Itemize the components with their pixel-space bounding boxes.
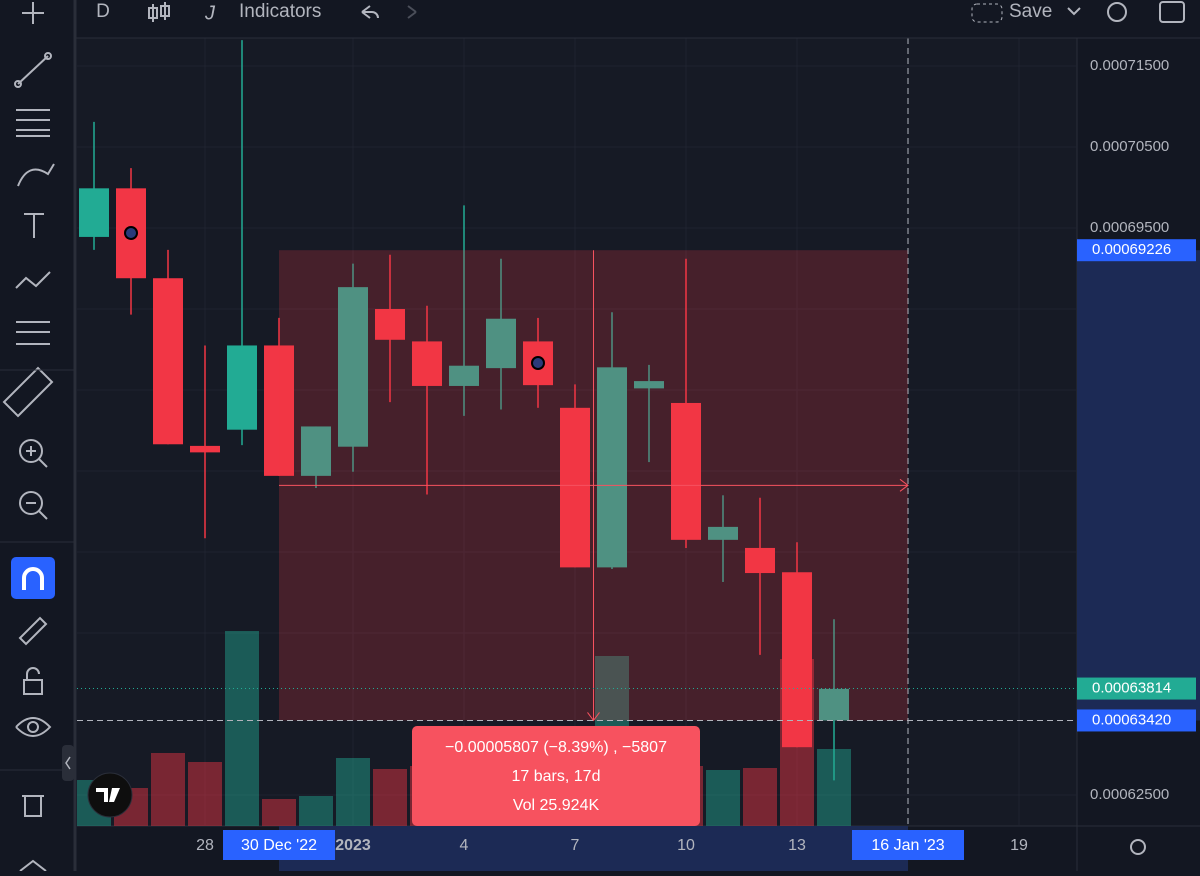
candle-body xyxy=(190,445,220,453)
candle-body xyxy=(486,318,516,369)
y-tick-label: 0.00071500 xyxy=(1090,57,1169,74)
event-marker xyxy=(531,356,545,370)
volume-bar xyxy=(299,796,333,826)
candle-body xyxy=(671,402,701,540)
price-label: 0.00069226 xyxy=(1092,241,1171,258)
measure-tooltip-line: Vol 25.924K xyxy=(513,797,600,814)
x-tick-label: 2023 xyxy=(335,837,371,854)
tool-icons[interactable] xyxy=(2,2,55,817)
candle-body xyxy=(745,547,775,574)
candle-body xyxy=(153,278,183,445)
axis-settings[interactable] xyxy=(1130,839,1146,855)
time-label-bg xyxy=(223,830,335,860)
x-tick-label: 4 xyxy=(460,837,469,854)
snapshot-icon[interactable] xyxy=(1159,1,1185,23)
interval-button[interactable]: D xyxy=(96,1,110,22)
save-button[interactable]: Save xyxy=(1009,1,1052,22)
magnet-icon xyxy=(22,567,44,590)
candle-body xyxy=(782,572,812,748)
candle-body xyxy=(708,526,738,540)
candle-body xyxy=(227,345,257,430)
time-label-bg xyxy=(852,830,964,860)
candle-body xyxy=(634,381,664,389)
undo[interactable] xyxy=(361,5,379,19)
candle-body xyxy=(375,309,405,340)
measure-arrow-head xyxy=(899,478,909,492)
price-label-bg xyxy=(1077,677,1196,700)
volume-bar xyxy=(225,631,259,826)
candle-body xyxy=(338,287,368,447)
collapse-arrow xyxy=(65,756,71,770)
x-tick-label: 30 Dec '22 xyxy=(241,837,317,854)
volume-bar xyxy=(188,762,222,826)
candle-body xyxy=(449,365,479,386)
collapse-toggle[interactable] xyxy=(62,745,74,781)
volume-bar xyxy=(151,753,185,826)
more-tools[interactable] xyxy=(19,859,47,872)
logo-mark xyxy=(96,788,120,802)
x-tick-label: 19 xyxy=(1010,837,1028,854)
volume-bar xyxy=(262,799,296,826)
x-tick-label: 16 Jan '23 xyxy=(871,837,944,854)
magnet-tool[interactable] xyxy=(11,557,55,599)
cloud-icon[interactable] xyxy=(971,3,1003,23)
volume-bar xyxy=(336,758,370,826)
redo[interactable] xyxy=(407,5,417,19)
x-tick-label: 28 xyxy=(196,837,214,854)
price-label-bg xyxy=(1077,709,1196,732)
candle-body xyxy=(412,341,442,386)
candle-body xyxy=(301,426,331,476)
top-bar xyxy=(75,0,1200,38)
measure-tooltip-line: 17 bars, 17d xyxy=(512,768,601,785)
x-tick-label: 7 xyxy=(571,837,580,854)
time-range-band xyxy=(279,826,908,871)
volume-bar xyxy=(373,769,407,826)
y-tick-label: 0.00069500 xyxy=(1090,219,1169,236)
price-label: 0.00063420 xyxy=(1092,711,1171,728)
measure-tooltip-line: −0.00005807 (−8.39%) , −5807 xyxy=(445,739,667,756)
candle-body xyxy=(819,688,849,721)
indicators-button[interactable]: Indicators xyxy=(239,1,321,22)
measure-tooltip xyxy=(412,726,700,826)
measure-arrow-head xyxy=(587,712,600,722)
candle-body xyxy=(79,188,109,237)
volume-bar xyxy=(743,768,777,826)
volume-bar xyxy=(706,770,740,826)
candle-body xyxy=(264,345,294,476)
chart-type-icon[interactable] xyxy=(148,2,170,22)
candle-body xyxy=(597,367,627,568)
x-tick-label: 13 xyxy=(788,837,806,854)
settings-icon[interactable] xyxy=(1107,2,1127,22)
save-menu[interactable] xyxy=(1067,7,1081,16)
price-label-bg xyxy=(1077,239,1196,262)
candle-body xyxy=(560,407,590,568)
y-tick-label: 0.00062500 xyxy=(1090,786,1169,803)
indicators-icon[interactable]: J xyxy=(204,2,216,24)
plot: 0.000715000.000705000.000695000.00068500… xyxy=(77,38,1200,871)
price-label: 0.00063814 xyxy=(1092,680,1171,697)
x-tick-label: 10 xyxy=(677,837,695,854)
logo xyxy=(87,772,133,818)
y-tick-label: 0.00070500 xyxy=(1090,138,1169,155)
price-range-band xyxy=(1077,250,1200,721)
event-marker xyxy=(124,226,138,240)
